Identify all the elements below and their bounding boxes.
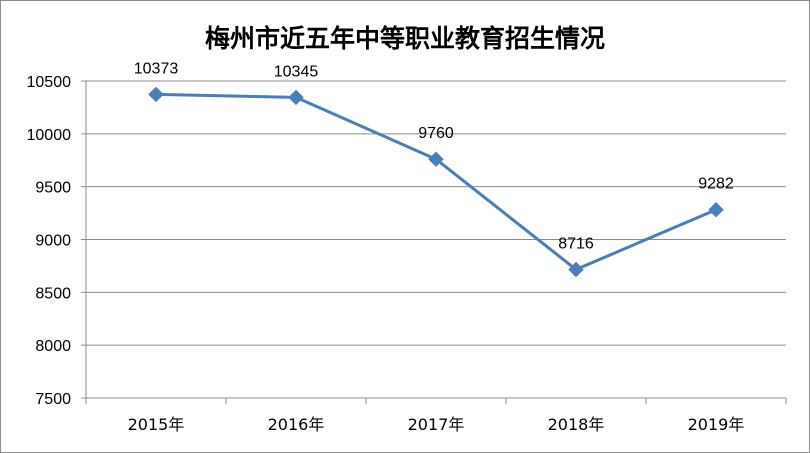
y-tick-label-9500: 9500 — [35, 180, 71, 197]
data-label-0: 10373 — [134, 60, 179, 77]
y-tick-label-10500: 10500 — [27, 74, 72, 91]
data-point-2 — [428, 151, 444, 167]
chart-title: 梅州市近五年中等职业教育招生情况 — [205, 24, 605, 53]
y-tick-label-8500: 8500 — [35, 285, 71, 302]
x-axis-ticks: 2015年 2016年 2017年 2018年 2019年 — [128, 415, 745, 434]
x-tick-label-4: 2019年 — [688, 415, 745, 434]
data-point-0 — [148, 86, 164, 103]
x-tick-label-2: 2017年 — [408, 415, 465, 434]
data-point-1 — [288, 89, 304, 106]
x-tick-label-0: 2015年 — [128, 415, 185, 434]
data-label-3: 8716 — [558, 236, 594, 253]
y-axis-ticks: 7500 8000 8500 9000 9500 10000 10500 — [27, 74, 72, 408]
data-point-4 — [708, 201, 724, 218]
data-label-2: 9760 — [418, 125, 454, 142]
data-label-4: 9282 — [698, 176, 734, 193]
y-tick-label-8000: 8000 — [35, 338, 71, 355]
grid-lines — [86, 80, 786, 346]
y-tick-label-10000: 10000 — [27, 127, 72, 144]
data-point-3 — [568, 261, 584, 278]
y-tick-label-9000: 9000 — [35, 233, 71, 250]
data-labels: 10373 10345 9760 8716 9282 — [134, 60, 734, 252]
y-tick-label-7500: 7500 — [35, 391, 71, 408]
series-line-group — [155, 92, 717, 272]
series-markers — [148, 86, 724, 278]
x-tick-label-1: 2016年 — [268, 415, 325, 434]
series-line — [155, 92, 717, 272]
x-tick-label-3: 2018年 — [548, 415, 605, 434]
data-label-1: 10345 — [274, 63, 319, 80]
axes — [81, 80, 787, 404]
